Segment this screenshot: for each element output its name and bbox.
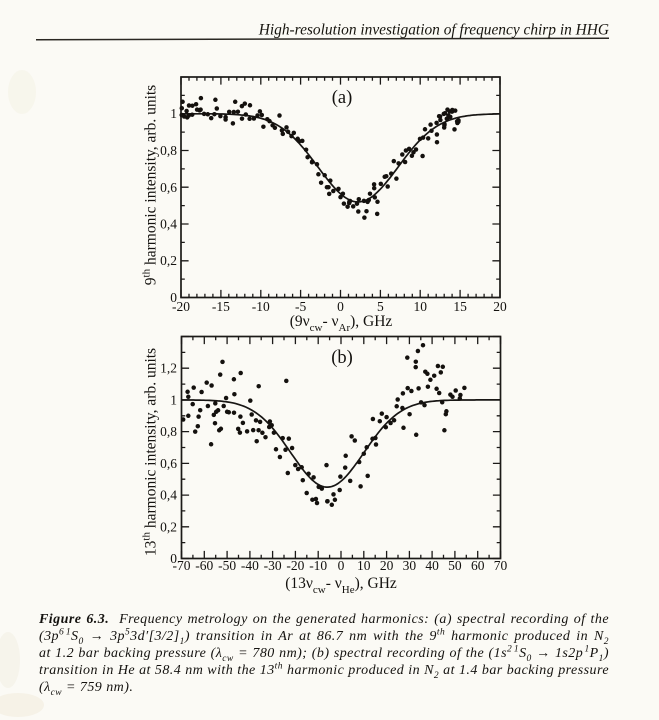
svg-text:9th harmonic intensity, arb. u: 9th harmonic intensity, arb. units <box>141 85 160 285</box>
svg-text:1: 1 <box>170 392 177 407</box>
svg-text:0,8: 0,8 <box>160 143 177 158</box>
svg-text:13th harmonic intensity, arb.: 13th harmonic intensity, arb. units <box>141 348 160 556</box>
svg-text:40: 40 <box>425 558 439 573</box>
svg-text:0: 0 <box>338 558 345 573</box>
svg-text:0: 0 <box>170 551 177 566</box>
svg-text:-70: -70 <box>173 558 191 573</box>
svg-text:-15: -15 <box>212 299 230 314</box>
svg-text:High-resolution investigation: High-resolution investigation of frequen… <box>258 22 609 39</box>
svg-text:20: 20 <box>380 558 394 573</box>
svg-text:-10: -10 <box>309 558 327 573</box>
svg-text:0: 0 <box>337 299 344 314</box>
svg-text:60: 60 <box>471 558 485 573</box>
svg-text:(9νcw- νAr), GHz: (9νcw- νAr), GHz <box>290 313 393 334</box>
svg-text:70: 70 <box>494 558 508 573</box>
svg-text:1: 1 <box>170 106 177 121</box>
svg-text:50: 50 <box>448 558 462 573</box>
svg-text:0,8: 0,8 <box>160 424 177 439</box>
svg-text:1,2: 1,2 <box>160 361 177 376</box>
svg-text:(13νcw- νHe), GHz: (13νcw- νHe), GHz <box>285 575 397 596</box>
svg-text:0,2: 0,2 <box>160 253 177 268</box>
svg-text:10: 10 <box>357 558 371 573</box>
svg-text:-60: -60 <box>195 558 213 573</box>
svg-text:-30: -30 <box>264 558 282 573</box>
svg-text:15: 15 <box>453 299 467 314</box>
svg-text:(a): (a) <box>332 88 353 108</box>
svg-text:0: 0 <box>170 290 177 305</box>
svg-text:0,6: 0,6 <box>160 180 177 195</box>
svg-text:10: 10 <box>413 299 427 314</box>
svg-text:0,2: 0,2 <box>160 519 177 534</box>
svg-text:0,4: 0,4 <box>160 488 177 503</box>
svg-text:-50: -50 <box>218 558 236 573</box>
svg-text:-5: -5 <box>295 299 306 314</box>
svg-text:-40: -40 <box>241 558 259 573</box>
svg-text:(b): (b) <box>331 348 353 368</box>
svg-text:-10: -10 <box>252 299 270 314</box>
svg-text:5: 5 <box>377 299 384 314</box>
svg-text:30: 30 <box>403 558 417 573</box>
svg-text:0,4: 0,4 <box>160 217 177 232</box>
svg-text:-20: -20 <box>172 299 190 314</box>
svg-text:-20: -20 <box>286 558 304 573</box>
svg-text:0,6: 0,6 <box>160 456 177 471</box>
svg-text:20: 20 <box>493 299 507 314</box>
